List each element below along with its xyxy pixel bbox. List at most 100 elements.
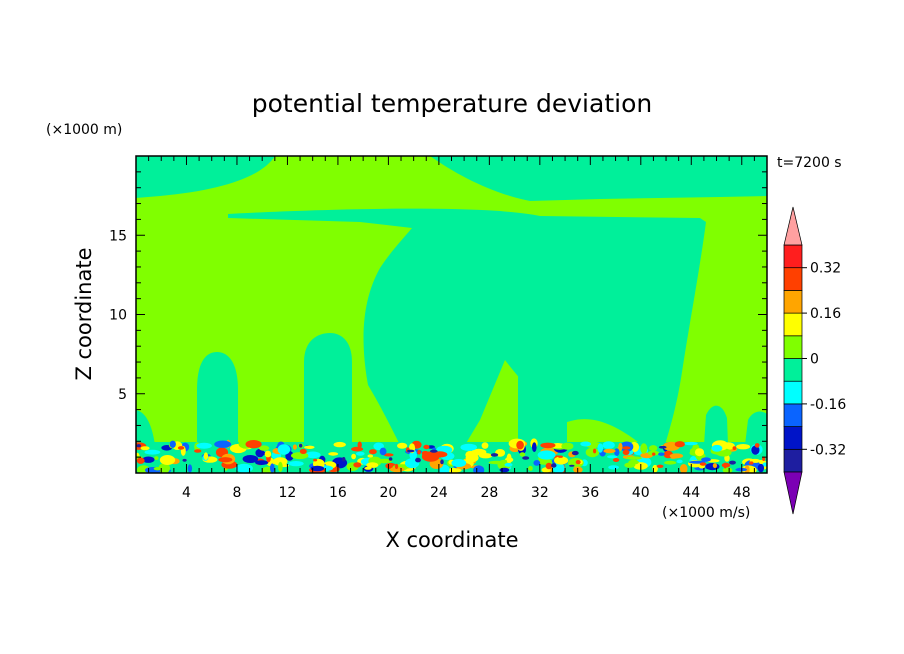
perturbation-blob [608,465,619,470]
perturbation-core [136,444,141,448]
perturbation-blob [187,464,193,473]
perturbation-blob [669,453,684,459]
perturbation-blob [288,461,304,467]
perturbation-blob [585,447,600,458]
perturbation-blob [664,460,677,465]
perturbation-blob [153,467,162,471]
perturbation-core [558,455,563,458]
y-unit-label: (×1000 m) [46,122,122,138]
perturbation-core [313,458,318,462]
perturbation-core [612,458,620,462]
perturbation-blob [278,461,283,472]
perturbation-blob [140,446,150,451]
perturbation-blob [154,456,159,460]
perturbation-blob [744,465,750,473]
perturbation-blob [364,466,372,470]
perturbation-core [490,453,499,457]
perturbation-core [732,446,737,450]
perturbation-blob [757,463,765,473]
colorbar-bin [783,312,803,337]
colorbar-bin [783,380,803,405]
field-region-thermal-3 [418,380,456,445]
perturbation-blob [545,462,553,470]
surface-perturbations [136,438,767,473]
perturbation-blob [674,441,685,448]
perturbation-blob [351,446,364,452]
perturbation-blob [328,452,339,456]
perturbation-core [593,448,597,454]
perturbation-blob [537,450,556,460]
perturbation-core [575,460,581,465]
perturbation-core [299,443,303,448]
perturbation-blob [694,448,705,457]
y-tick-label: 10 [109,308,127,324]
perturbation-blob [618,442,623,451]
perturbation-blob [762,462,767,467]
perturbation-core [571,450,579,456]
perturbation-blob [356,451,365,456]
perturbation-blob [333,441,346,448]
perturbation-core [569,464,575,467]
perturbation-blob [242,455,259,463]
perturbation-core [656,464,664,468]
perturbation-blob [628,459,639,465]
colorbar-bin [783,335,803,359]
perturbation-blob [519,452,526,457]
perturbation-blob [533,460,541,466]
perturbation-core [652,452,656,456]
perturbation-blob [649,445,658,452]
perturbation-core [622,446,631,450]
colorbar: 0.32 0.16 0 -0.16 -0.32 [783,206,846,515]
colorbar-bin [783,290,803,314]
perturbation-blob [735,467,747,472]
perturbation-blob [701,457,711,462]
field-region-upper-right [430,156,767,201]
x-tick-label: 8 [232,485,241,501]
colorbar-label: 0.16 [810,306,841,322]
colorbar-over-arrow [783,206,803,246]
perturbation-blob [473,465,485,473]
perturbation-core [182,458,187,462]
colorbar-bin [783,448,803,473]
perturbation-blob [607,455,618,459]
field-region-thermal-6 [704,405,728,445]
perturbation-blob [367,454,374,458]
field-region-thermal-2 [304,333,352,445]
perturbation-blob [255,460,269,465]
perturbation-blob [684,441,698,446]
perturbation-blob [379,447,387,456]
perturbation-blob [499,467,510,473]
perturbation-blob [614,448,620,456]
perturbation-blob [481,442,489,449]
perturbation-blob [679,464,688,473]
perturbation-blob [136,457,145,464]
perturbation-core [423,444,430,450]
perturbation-blob [540,442,556,449]
perturbation-blob [705,463,720,471]
perturbation-core [622,449,630,455]
perturbation-blob [377,458,392,464]
x-tick-label: 36 [581,485,599,501]
time-label: t=7200 s [777,155,842,171]
perturbation-blob [532,442,537,453]
field-region-thermal-7 [745,411,767,445]
colorbar-bin [783,426,803,450]
perturbation-core [388,457,393,461]
perturbation-blob [142,456,155,463]
perturbation-blob [245,440,262,449]
x-tick-label: 4 [182,485,191,501]
perturbation-blob [264,450,272,458]
perturbation-blob [292,444,297,450]
field-region-thermal-1 [197,352,238,445]
x-unit-label: (×1000 m/s) [662,505,750,521]
perturbation-core [430,449,438,453]
x-tick-label: 24 [430,485,448,501]
y-tick-label: 15 [109,228,127,244]
perturbation-blob [397,442,408,449]
perturbation-blob [597,443,604,453]
perturbation-blob [603,448,616,454]
perturbation-blob [277,444,291,455]
perturbation-blob [722,467,733,473]
perturbation-blob [366,462,379,468]
perturbation-blob [218,457,233,463]
